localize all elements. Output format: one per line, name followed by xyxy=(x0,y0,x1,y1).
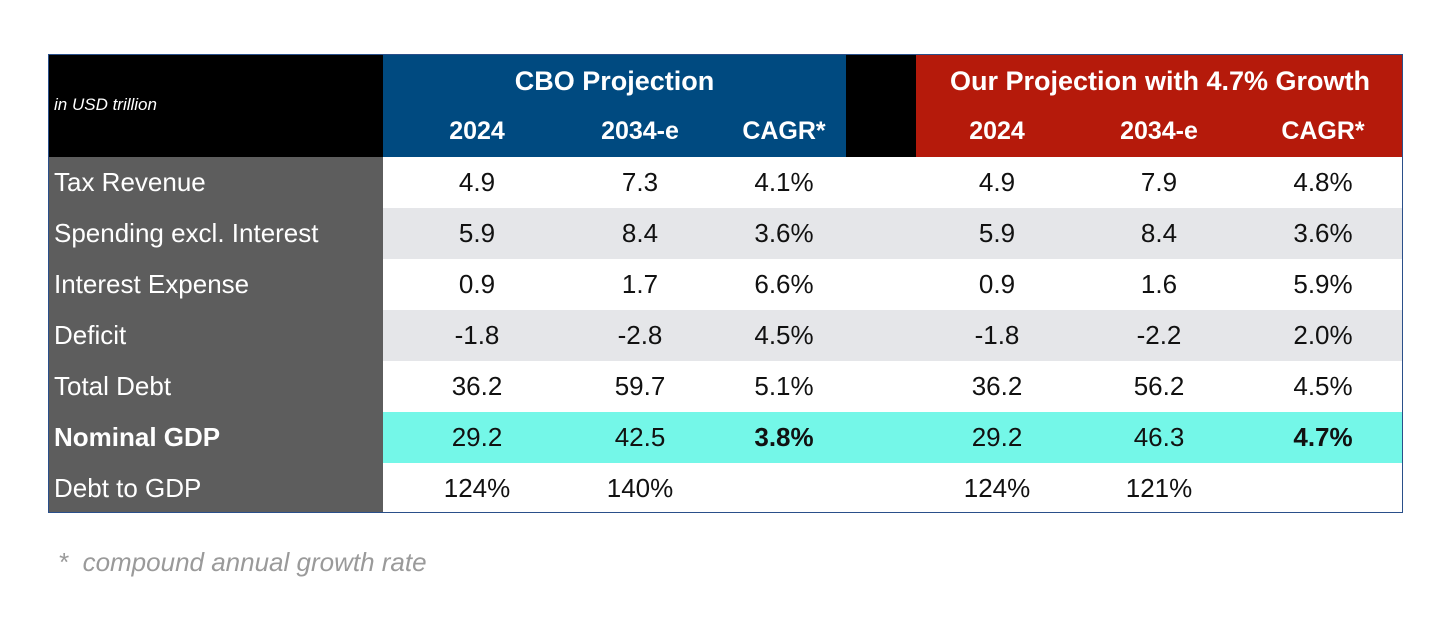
table-row: Total Debt 36.2 59.7 5.1% 36.2 56.2 4.5% xyxy=(49,361,1402,412)
row-label: Interest Expense xyxy=(49,259,383,310)
table-cell: 6.6% xyxy=(754,269,814,299)
table-cell: 5.9 xyxy=(978,218,1016,248)
table-cell: 4.1% xyxy=(754,167,814,197)
table-cell: 124% xyxy=(443,473,511,503)
table-cell: 8.4 xyxy=(1140,218,1178,248)
table-cell: 59.7 xyxy=(614,371,666,401)
header-gap xyxy=(846,55,916,157)
table-cell: -2.2 xyxy=(1136,320,1182,350)
table-cell: 4.8% xyxy=(1293,167,1353,197)
table-cell: 4.7% xyxy=(1293,422,1353,452)
table-cell: 3.8% xyxy=(754,422,814,452)
table-cell: 29.2 xyxy=(451,422,503,452)
our-projection-title: Our Projection with 4.7% Growth xyxy=(949,66,1371,96)
table-cell: 7.9 xyxy=(1140,167,1178,197)
column-header-our-cagr: CAGR* xyxy=(1281,117,1365,145)
table-cell: 3.6% xyxy=(1293,218,1353,248)
row-label: Deficit xyxy=(49,310,383,361)
row-label: Nominal GDP xyxy=(49,412,383,463)
table-cell: 46.3 xyxy=(1133,422,1185,452)
column-header-our-2024: 2024 xyxy=(969,117,1025,145)
row-highlight xyxy=(383,412,1402,463)
table-cell: 5.1% xyxy=(754,371,814,401)
table-cell: -2.8 xyxy=(617,320,663,350)
row-label: Tax Revenue xyxy=(49,157,383,208)
column-header-our-2034: 2034-e xyxy=(1120,117,1198,145)
table-row: Debt to GDP 124% 140% 124% 121% xyxy=(49,463,1402,512)
table-cell: 56.2 xyxy=(1133,371,1185,401)
table-cell: 5.9 xyxy=(458,218,496,248)
row-label: Debt to GDP xyxy=(49,463,383,512)
table-cell: 42.5 xyxy=(614,422,666,452)
table-row-highlighted: Nominal GDP 29.2 42.5 3.8% 29.2 46.3 4.7… xyxy=(49,412,1402,463)
column-header-cbo-cagr: CAGR* xyxy=(742,117,826,145)
column-header-cbo-2034: 2034-e xyxy=(601,117,679,145)
projection-table: in USD trillion CBO Projection Our Proje… xyxy=(48,54,1403,513)
table-cell: 29.2 xyxy=(971,422,1023,452)
our-projection-header: Our Projection with 4.7% Growth xyxy=(916,55,1402,157)
header-unit-cell: in USD trillion xyxy=(49,55,383,157)
table-cell: 4.9 xyxy=(458,167,496,197)
table-cell: 3.6% xyxy=(754,218,814,248)
table-cell: 4.5% xyxy=(754,320,814,350)
table-cell: 1.6 xyxy=(1140,269,1178,299)
table-cell: -1.8 xyxy=(454,320,500,350)
table-cell: 124% xyxy=(963,473,1031,503)
table-cell: 121% xyxy=(1125,473,1193,503)
table-cell xyxy=(1263,463,1383,512)
table-cell: 4.9 xyxy=(978,167,1016,197)
row-label: Spending excl. Interest xyxy=(49,208,383,259)
table-cell: 1.7 xyxy=(621,269,659,299)
table-row: Spending excl. Interest 5.9 8.4 3.6% 5.9… xyxy=(49,208,1402,259)
table-cell: 36.2 xyxy=(971,371,1023,401)
unit-label: in USD trillion xyxy=(54,95,157,114)
table-cell: 8.4 xyxy=(621,218,659,248)
table-row: Interest Expense 0.9 1.7 6.6% 0.9 1.6 5.… xyxy=(49,259,1402,310)
table-cell xyxy=(724,463,844,512)
table-cell: 2.0% xyxy=(1293,320,1353,350)
table-cell: 7.3 xyxy=(621,167,659,197)
table-cell: 4.5% xyxy=(1293,371,1353,401)
table-cell: 0.9 xyxy=(978,269,1016,299)
table-cell: 140% xyxy=(606,473,674,503)
cbo-header: CBO Projection xyxy=(383,55,846,157)
table-cell: 0.9 xyxy=(458,269,496,299)
table-cell: 5.9% xyxy=(1293,269,1353,299)
row-label: Total Debt xyxy=(49,361,383,412)
footnote: * compound annual growth rate xyxy=(58,547,427,577)
column-header-cbo-2024: 2024 xyxy=(449,117,505,145)
table-row: Deficit -1.8 -2.8 4.5% -1.8 -2.2 2.0% xyxy=(49,310,1402,361)
cbo-projection-title: CBO Projection xyxy=(514,66,715,96)
table-cell: 36.2 xyxy=(451,371,503,401)
table-row: Tax Revenue 4.9 7.3 4.1% 4.9 7.9 4.8% xyxy=(49,157,1402,208)
table-cell: -1.8 xyxy=(974,320,1020,350)
